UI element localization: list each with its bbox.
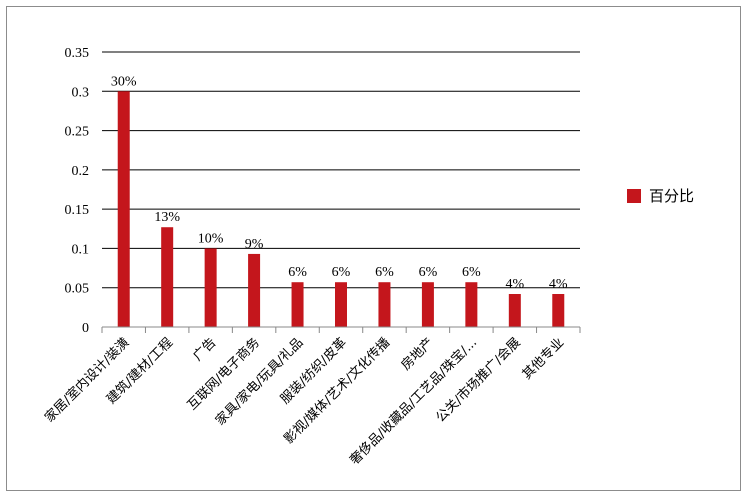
bar: [508, 294, 521, 327]
bar: [117, 91, 130, 328]
data-label: 10%: [198, 231, 224, 246]
bar: [204, 248, 217, 327]
data-label: 6%: [462, 265, 481, 280]
y-tick-label: 0.3: [72, 85, 90, 100]
bar: [378, 282, 391, 327]
y-axis: 0 0.05 0.1 0.15 0.2 0.25 0.3 0.35: [65, 46, 90, 336]
x-category-label: 其他专业: [520, 335, 567, 382]
bar: [161, 227, 174, 327]
bar: [421, 282, 434, 327]
data-label: 4%: [549, 277, 568, 292]
y-tick-label: 0.25: [65, 125, 90, 140]
bar: [552, 294, 565, 327]
bar: [335, 282, 347, 327]
x-category-label: 互联网/电子商务: [184, 335, 263, 414]
data-labels: 30% 13% 10% 9% 6% 6% 6% 6% 6% 4% 4%: [111, 74, 568, 292]
data-label: 6%: [375, 265, 394, 280]
data-label: 30%: [111, 74, 137, 89]
data-label: 13%: [154, 210, 180, 225]
data-label: 4%: [505, 277, 524, 292]
x-category-label: 家居/室内设计/装潢: [42, 335, 133, 426]
y-tick-label: 0.35: [65, 46, 90, 61]
legend: 百分比: [627, 187, 694, 205]
data-label: 6%: [419, 265, 438, 280]
data-label: 6%: [332, 265, 351, 280]
x-category-label: 公关/市场推广/会展: [433, 335, 524, 426]
data-label: 9%: [245, 237, 264, 252]
y-tick-label: 0.05: [65, 282, 90, 297]
y-tick-label: 0.15: [65, 203, 90, 218]
y-tick-label: 0.1: [72, 242, 90, 257]
legend-swatch: [627, 189, 641, 203]
y-tick-label: 0.2: [72, 164, 90, 179]
bar: [248, 253, 261, 327]
x-category-label: 广告: [190, 335, 219, 364]
bar: [291, 282, 304, 327]
bar: [465, 282, 478, 327]
legend-label: 百分比: [649, 187, 694, 205]
bars: [117, 91, 565, 328]
data-label: 6%: [288, 265, 307, 280]
gridlines: [102, 51, 580, 289]
y-tick-label: 0: [82, 321, 89, 336]
x-category-label: 房地产: [398, 335, 437, 374]
